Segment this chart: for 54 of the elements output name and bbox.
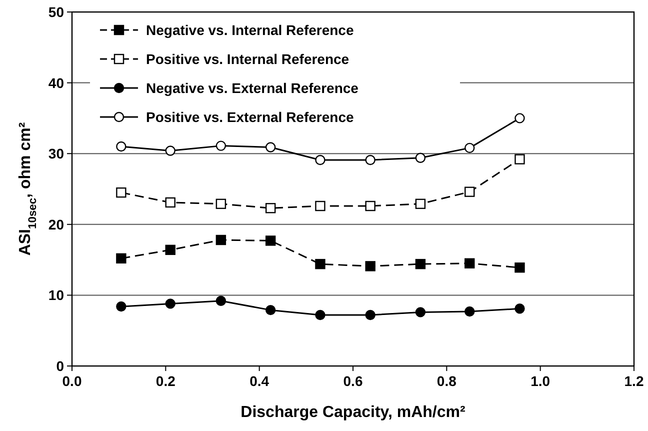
x-tick-label: 0.0 <box>62 373 82 389</box>
point <box>315 200 326 212</box>
point <box>165 298 176 309</box>
point <box>365 154 376 166</box>
point <box>165 146 176 156</box>
x-tick-label: 1.0 <box>530 373 550 389</box>
point <box>116 301 126 312</box>
point <box>514 154 525 164</box>
point <box>116 253 126 264</box>
point <box>365 310 376 320</box>
x-axis-title: Discharge Capacity, mAh/cm² <box>240 404 466 421</box>
point <box>265 304 276 316</box>
legend-label: Positive vs. Internal Reference <box>146 51 350 67</box>
point <box>265 142 276 152</box>
y-tick-label: 20 <box>48 216 64 232</box>
y-tick-label: 40 <box>48 74 64 91</box>
point <box>365 261 376 272</box>
x-tick-label: 0.4 <box>250 373 270 389</box>
point <box>415 198 426 209</box>
point <box>216 234 226 246</box>
point <box>464 186 475 197</box>
y-tick-label: 10 <box>48 287 64 304</box>
point <box>365 200 376 212</box>
point <box>514 304 525 314</box>
y-tick-label: 30 <box>48 146 64 162</box>
point <box>315 258 326 270</box>
point <box>216 296 226 306</box>
point <box>415 152 426 163</box>
point <box>514 262 525 273</box>
point <box>464 258 475 268</box>
x-tick-label: 0.8 <box>436 373 457 389</box>
point <box>415 258 426 270</box>
x-tick-label: 0.6 <box>343 373 363 389</box>
legend-label: Negative vs. External Reference <box>146 80 359 96</box>
point <box>265 203 276 214</box>
point <box>315 310 326 320</box>
legend-label: Positive vs. External Reference <box>146 109 354 125</box>
point <box>315 154 326 166</box>
x-tick-label: 1.2 <box>624 373 644 389</box>
point <box>265 236 276 246</box>
point <box>116 187 126 198</box>
point <box>464 306 475 317</box>
point <box>514 113 525 124</box>
y-tick-label: 0 <box>56 358 64 374</box>
point <box>165 197 176 208</box>
point <box>216 140 226 151</box>
point <box>165 244 176 255</box>
point <box>415 307 426 318</box>
legend-label: Negative vs. Internal Reference <box>146 22 354 38</box>
x-tick-label: 0.2 <box>156 373 176 389</box>
point <box>116 141 126 152</box>
point <box>216 198 226 209</box>
y-tick-label: 50 <box>48 4 64 20</box>
point <box>464 142 475 154</box>
